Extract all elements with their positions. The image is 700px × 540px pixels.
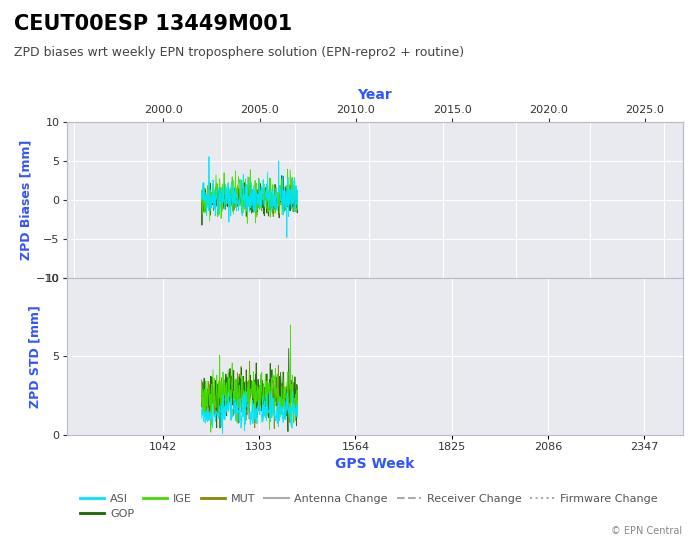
- Text: © EPN Central: © EPN Central: [611, 525, 682, 536]
- Y-axis label: ZPD Biases [mm]: ZPD Biases [mm]: [19, 140, 32, 260]
- X-axis label: GPS Week: GPS Week: [335, 457, 414, 471]
- Legend: ASI, GOP, IGE, MUT, Antenna Change, Receiver Change, Firmware Change: ASI, GOP, IGE, MUT, Antenna Change, Rece…: [76, 489, 662, 524]
- Text: CEUT00ESP 13449M001: CEUT00ESP 13449M001: [14, 14, 293, 33]
- X-axis label: Year: Year: [357, 88, 392, 102]
- Text: ZPD biases wrt weekly EPN troposphere solution (EPN-repro2 + routine): ZPD biases wrt weekly EPN troposphere so…: [14, 46, 464, 59]
- Y-axis label: ZPD STD [mm]: ZPD STD [mm]: [29, 305, 41, 408]
